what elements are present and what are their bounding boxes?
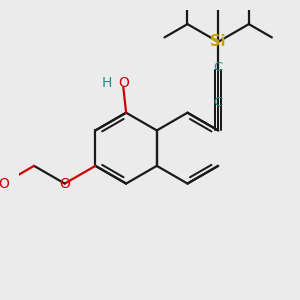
Text: C: C (214, 96, 223, 109)
Text: Si: Si (210, 34, 226, 49)
Text: H: H (101, 76, 112, 90)
Text: O: O (59, 177, 70, 190)
Text: C: C (214, 61, 223, 74)
Text: O: O (0, 177, 9, 190)
Text: O: O (118, 76, 129, 90)
